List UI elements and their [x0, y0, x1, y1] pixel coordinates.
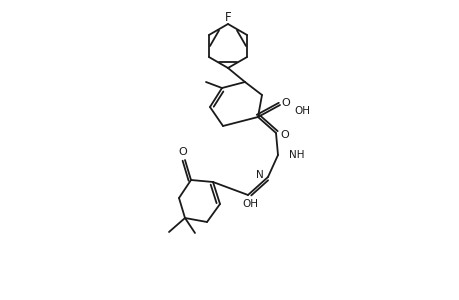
Text: N: N	[256, 170, 263, 180]
Text: NH: NH	[288, 150, 304, 160]
Text: O: O	[281, 98, 290, 108]
Text: F: F	[224, 11, 231, 23]
Text: OH: OH	[241, 199, 257, 209]
Text: OH: OH	[293, 106, 309, 116]
Text: O: O	[178, 147, 187, 157]
Text: O: O	[280, 130, 289, 140]
